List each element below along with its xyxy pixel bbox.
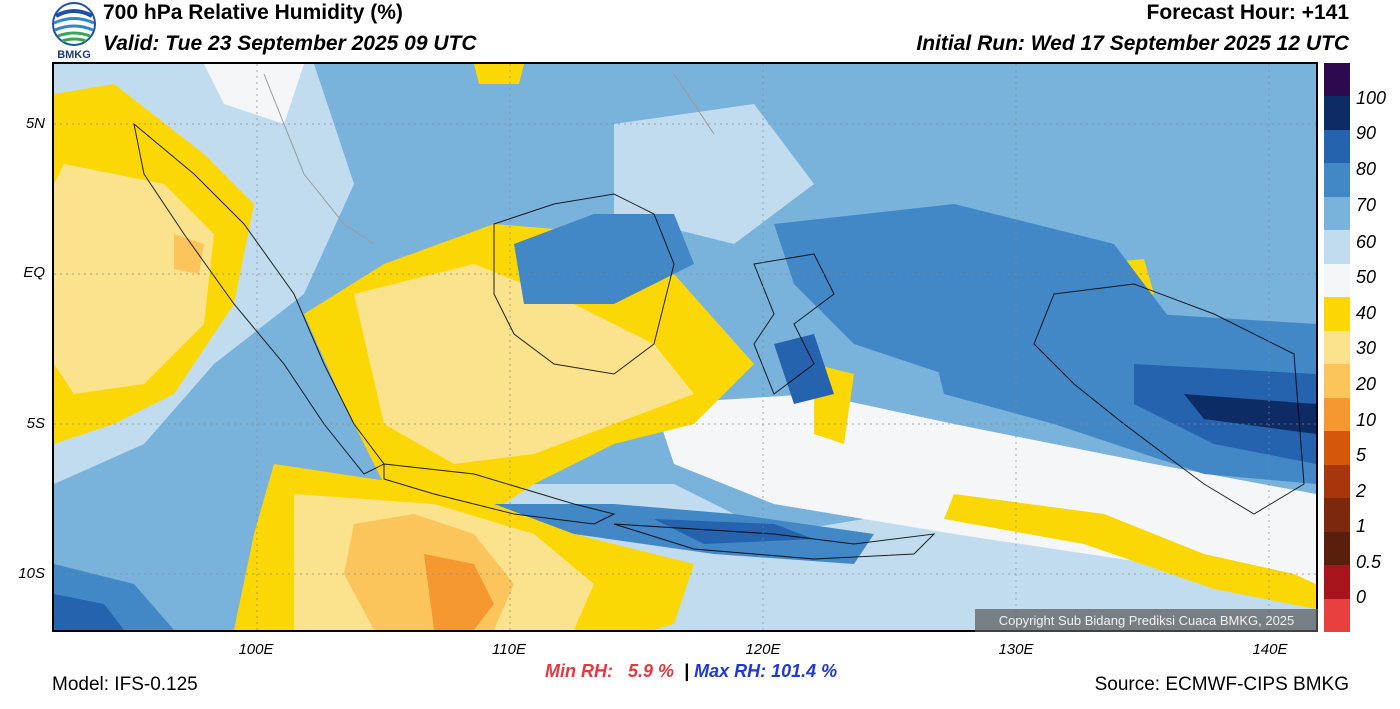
rh-field-40-50: [204, 64, 304, 124]
rh-field-30-40: [944, 494, 1316, 609]
colorbar-label: 20: [1356, 374, 1377, 394]
colorbar-segment: [1324, 364, 1350, 398]
rh-field-80-90: [774, 334, 834, 404]
colorbar-label: 5: [1356, 445, 1367, 465]
lat-label-10s: 10S: [18, 565, 45, 582]
colorbar-segment: [1324, 397, 1350, 432]
colorbar-label: 100: [1356, 88, 1387, 108]
lon-label-110e: 110E: [492, 641, 526, 658]
colorbar-label: 10: [1356, 410, 1377, 430]
colorbar-label: 0: [1356, 587, 1367, 607]
humidity-map: [52, 62, 1318, 632]
colorbar-label: 0.5: [1356, 552, 1382, 572]
rh-field-10-20: [174, 234, 204, 274]
colorbar-segment: [1324, 163, 1350, 197]
forecast-hour: Forecast Hour: +141: [1146, 1, 1350, 24]
colorbar-label: 80: [1356, 159, 1377, 179]
borneo-outline: [493, 193, 675, 375]
colorbar-segment: [1324, 230, 1350, 264]
rh-field-80-90: [54, 594, 124, 630]
max-rh-label: Max RH:: [694, 661, 767, 681]
colorbar-label: 40: [1356, 303, 1377, 323]
rh-field-30-40: [474, 64, 524, 84]
min-rh-label: Min RH:: [545, 661, 613, 681]
colorbar-segment: [1324, 565, 1350, 599]
philippines-outline: [673, 73, 715, 135]
colorbar: [1324, 63, 1350, 632]
colorbar-label: 1: [1356, 516, 1367, 536]
colorbar-segment: [1324, 431, 1350, 465]
lon-label-100e: 100E: [238, 641, 274, 658]
colorbar-segment: [1324, 129, 1350, 164]
map-svg: [54, 64, 1316, 630]
lat-label-eq: EQ: [23, 264, 45, 281]
colorbar-label: 70: [1356, 195, 1377, 215]
colorbar-label: 30: [1356, 338, 1377, 358]
min-rh-value: 5.9 %: [628, 661, 675, 681]
sulawesi-outline: [753, 253, 835, 395]
sumatra-outline: [133, 122, 385, 475]
lat-label-5s: 5S: [26, 415, 45, 432]
nusa-tenggara-outline: [613, 523, 936, 560]
rh-field-20-30: [354, 264, 694, 464]
rh-field-5-10: [424, 554, 494, 630]
copyright-notice: Copyright Sub Bidang Prediksi Cuaca BMKG…: [975, 609, 1318, 632]
lon-label-140e: 140E: [1252, 641, 1288, 658]
colorbar-label: 90: [1356, 123, 1377, 143]
model-label: Model: IFS-0.125: [52, 674, 198, 695]
initial-run: Initial Run: Wed 17 September 2025 12 UT…: [916, 32, 1349, 55]
rh-field-50-60: [614, 104, 814, 244]
colorbar-label: 50: [1356, 267, 1377, 287]
rh-field-90-100: [1184, 394, 1316, 434]
colorbar-segment: [1324, 63, 1350, 97]
rh-field-70-80: [514, 214, 694, 304]
chart-title: 700 hPa Relative Humidity (%): [103, 1, 403, 24]
colorbar-label: 60: [1356, 232, 1377, 252]
colorbar-segment: [1324, 196, 1350, 231]
logo-text: BMKG: [57, 49, 91, 60]
colorbar-segment: [1324, 498, 1350, 532]
colorbar-segment: [1324, 297, 1350, 331]
rh-field-20-30: [54, 164, 214, 394]
source-label: Source: ECMWF-CIPS BMKG: [1094, 674, 1349, 695]
papua-outline: [1033, 283, 1305, 515]
stats-separator: |: [684, 661, 690, 681]
colorbar-segment: [1324, 531, 1350, 566]
colorbar-segment: [1324, 96, 1350, 130]
colorbar-segment: [1324, 330, 1350, 365]
colorbar-segment: [1324, 263, 1350, 298]
rh-stats: Min RH: 5.9 % | Max RH: 101.4 %: [545, 661, 837, 682]
colorbar-label: 2: [1356, 481, 1367, 501]
valid-time: Valid: Tue 23 September 2025 09 UTC: [103, 32, 477, 55]
bmkg-logo: BMKG: [50, 2, 98, 61]
lon-label-130e: 130E: [998, 641, 1034, 658]
colorbar-segment: [1324, 464, 1350, 499]
lat-label-5n: 5N: [25, 115, 45, 132]
malay-peninsula-outline: [263, 73, 375, 245]
lon-label-120e: 120E: [745, 641, 781, 658]
colorbar-segment: [1324, 598, 1350, 632]
java-outline: [383, 463, 616, 525]
max-rh-value: 101.4 %: [771, 661, 838, 681]
